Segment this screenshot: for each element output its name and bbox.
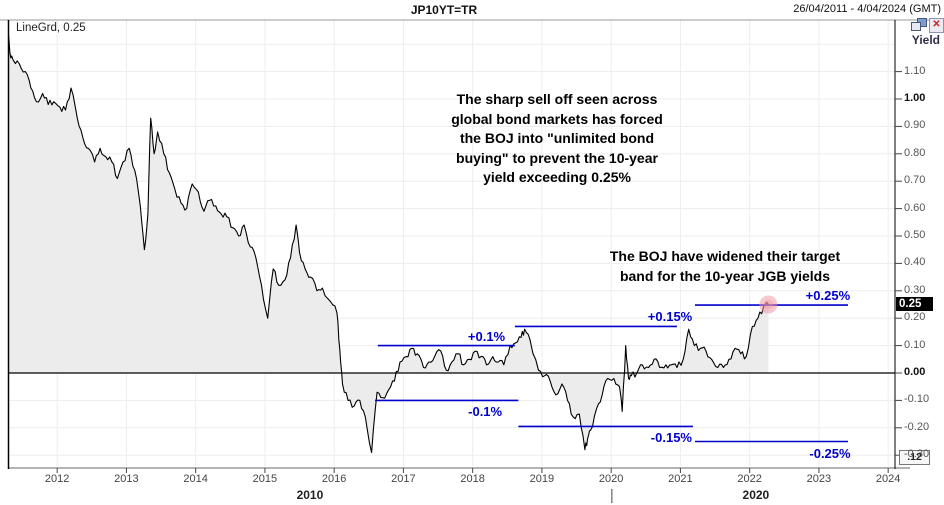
annotation-line: buying" to prevent the 10-year (456, 149, 658, 166)
band-target-label: -0.15% (650, 430, 693, 446)
band-target-label: +0.25% (805, 288, 851, 304)
area-fill (8, 30, 769, 453)
annotation-unlimited-buying: The sharp sell off seen across global bon… (451, 90, 663, 188)
band-target-label: +0.15% (647, 309, 693, 325)
band-target-label: +0.1% (467, 328, 506, 344)
x-axis-tick-label: 2022 (737, 473, 762, 485)
annotation-line: the BOJ into "unlimited bond (459, 130, 655, 146)
x-axis-tick-label: 2013 (114, 473, 139, 485)
band-target-label: -0.1% (468, 404, 503, 420)
decade-label: 2010 (296, 488, 324, 502)
date-range: 26/04/2011 - 4/04/2024 (GMT) (793, 3, 941, 15)
restore-window-icon[interactable] (911, 18, 927, 32)
x-axis-tick-label: 2016 (321, 473, 347, 485)
x-axis-tick-label: 2019 (529, 473, 555, 485)
x-axis-tick-label: 2021 (668, 473, 693, 485)
annotation-line: The BOJ have widened their target (609, 248, 841, 264)
annotation-line: yield exceeding 0.25% (483, 169, 631, 185)
yield-axis-title: Yield (911, 33, 940, 47)
y-axis-tick-label: 0.80 (904, 146, 926, 159)
y-axis-tick-label: 0.70 (904, 174, 926, 187)
y-axis-tick-label: 0.20 (904, 311, 926, 324)
x-axis-tick-label: 2024 (875, 473, 901, 485)
price-line (8, 30, 769, 454)
decimal-places-box[interactable]: .12 (899, 450, 930, 465)
chart-title: JP10YT=TR (410, 3, 478, 17)
y-axis-tick-label: 1.00 (904, 92, 926, 104)
x-axis-tick-label: 2018 (460, 473, 485, 485)
y-axis-tick-label: 0.50 (904, 229, 926, 241)
x-axis-tick-label: 2020 (598, 473, 624, 485)
series-legend: LineGrd, 0.25 (16, 22, 86, 34)
y-axis-tick-label: 0.90 (904, 119, 926, 132)
band-target-label: -0.25% (809, 445, 851, 461)
y-axis-tick-label: 0.10 (904, 338, 926, 351)
y-axis-tick-label: 0.30 (904, 283, 926, 296)
y-axis-tick-label: -0.30 (904, 448, 930, 461)
y-axis-tick-label: -0.10 (904, 393, 930, 406)
y-axis-tick-label: 0.40 (904, 256, 926, 269)
last-point-highlight-core (763, 299, 774, 310)
annotation-widened-band: The BOJ have widened their target band fo… (610, 247, 840, 286)
x-axis-tick-label: 2017 (391, 473, 416, 485)
y-axis-tick-label: 0.60 (904, 201, 926, 214)
x-axis-tick-label: 2012 (44, 473, 70, 485)
annotation-line: The sharp sell off seen across (456, 91, 658, 107)
decade-label: 2020 (742, 488, 770, 502)
annotation-line: global bond markets has forced (451, 110, 663, 127)
last-price-badge: 0.25 (896, 297, 933, 311)
close-icon[interactable]: ✕ (929, 18, 944, 33)
last-point-highlight (759, 295, 778, 314)
annotation-line: band for the 10-year JGB yields (619, 267, 831, 284)
y-axis-tick-label: 0.00 (904, 366, 926, 378)
x-axis-tick-label: 2014 (183, 473, 208, 485)
x-axis-tick-label: 2023 (806, 473, 832, 485)
x-axis-tick-label: 2015 (252, 473, 278, 485)
y-axis-tick-label: -0.20 (904, 420, 930, 433)
restore-window-icon-front (911, 22, 921, 31)
y-axis-tick-label: 1.10 (904, 64, 926, 77)
